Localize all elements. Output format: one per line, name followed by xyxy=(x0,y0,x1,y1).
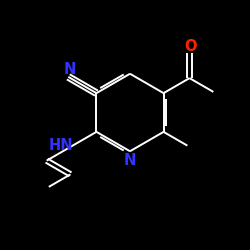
Text: N: N xyxy=(63,62,76,77)
Text: O: O xyxy=(184,39,197,54)
Text: HN: HN xyxy=(49,138,73,153)
Text: N: N xyxy=(124,153,136,168)
